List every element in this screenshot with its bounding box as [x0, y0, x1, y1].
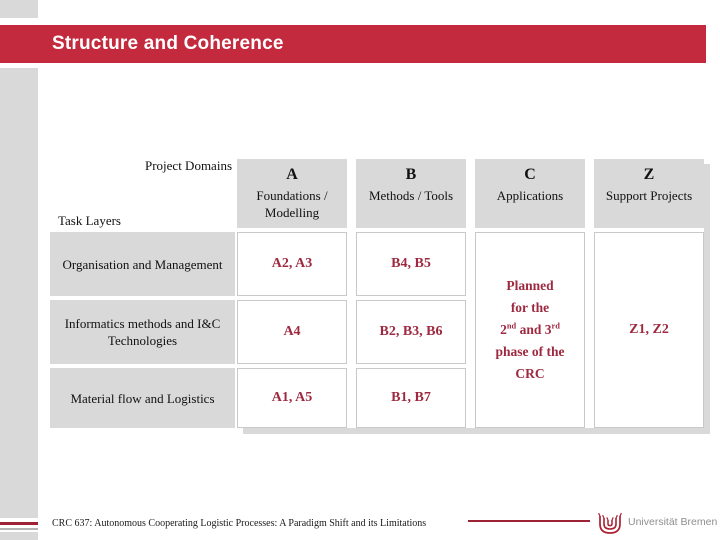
sidebar-block-bottom [0, 532, 38, 540]
column-name: Methods / Tools [368, 188, 454, 203]
superscript-nd: nd [506, 321, 517, 331]
universitaet-bremen-logo-icon [597, 512, 623, 536]
row-label-material-flow: Material flow and Logistics [50, 368, 235, 428]
row-label-informatics: Informatics methods and I&C Technologies [50, 300, 235, 364]
cell-a-row2: A4 [237, 300, 347, 364]
cell-c-merged-planned: Planned for the 2nd and 3rd phase of the… [475, 232, 585, 428]
sidebar-footer-red-line [0, 522, 38, 525]
footer-rule [468, 520, 590, 522]
column-header-z: Z Support Projects [594, 159, 704, 228]
slide-title: Structure and Coherence [52, 33, 284, 54]
row-label-organisation: Organisation and Management [50, 232, 235, 296]
planned-line-1: Planned [506, 278, 554, 293]
table-shadow-bottom [243, 428, 710, 434]
column-letter: A [286, 166, 298, 183]
column-letter: B [405, 166, 417, 183]
column-header-c: C Applications [475, 159, 585, 228]
column-name: Foundations / Modelling [256, 188, 328, 220]
title-bar: Structure and Coherence [0, 25, 706, 63]
column-letter: C [524, 166, 536, 183]
planned-line-3: 2nd and 3rd [500, 319, 560, 341]
column-name: Applications [496, 188, 564, 203]
superscript-rd: rd [551, 321, 560, 331]
task-layers-label: Task Layers [58, 213, 121, 228]
column-header-b: B Methods / Tools [356, 159, 466, 228]
cell-b-row3: B1, B7 [356, 368, 466, 428]
sidebar-block-top [0, 0, 38, 18]
cell-a-row1: A2, A3 [237, 232, 347, 296]
sidebar-block-main [0, 68, 38, 518]
planned-line-2: for the [510, 300, 550, 315]
planned-mid: and 3 [516, 322, 552, 337]
planned-line-5: CRC [515, 366, 545, 381]
cell-b-row1: B4, B5 [356, 232, 466, 296]
column-header-a: A Foundations / Modelling [237, 159, 347, 228]
project-domains-label: Project Domains [144, 158, 232, 173]
sidebar-footer-gray-line [0, 528, 38, 530]
planned-line-4: phase of the [495, 344, 565, 359]
cell-z-merged: Z1, Z2 [594, 232, 704, 428]
planned-number: 2 [500, 322, 507, 337]
cell-b-row2: B2, B3, B6 [356, 300, 466, 364]
column-name: Support Projects [605, 188, 693, 203]
footer-citation: CRC 637: Autonomous Cooperating Logistic… [52, 518, 427, 529]
universitaet-bremen-logo-text: Universität Bremen [628, 516, 718, 528]
cell-a-row3: A1, A5 [237, 368, 347, 428]
column-letter: Z [643, 166, 655, 183]
table-shadow-right [704, 164, 710, 434]
